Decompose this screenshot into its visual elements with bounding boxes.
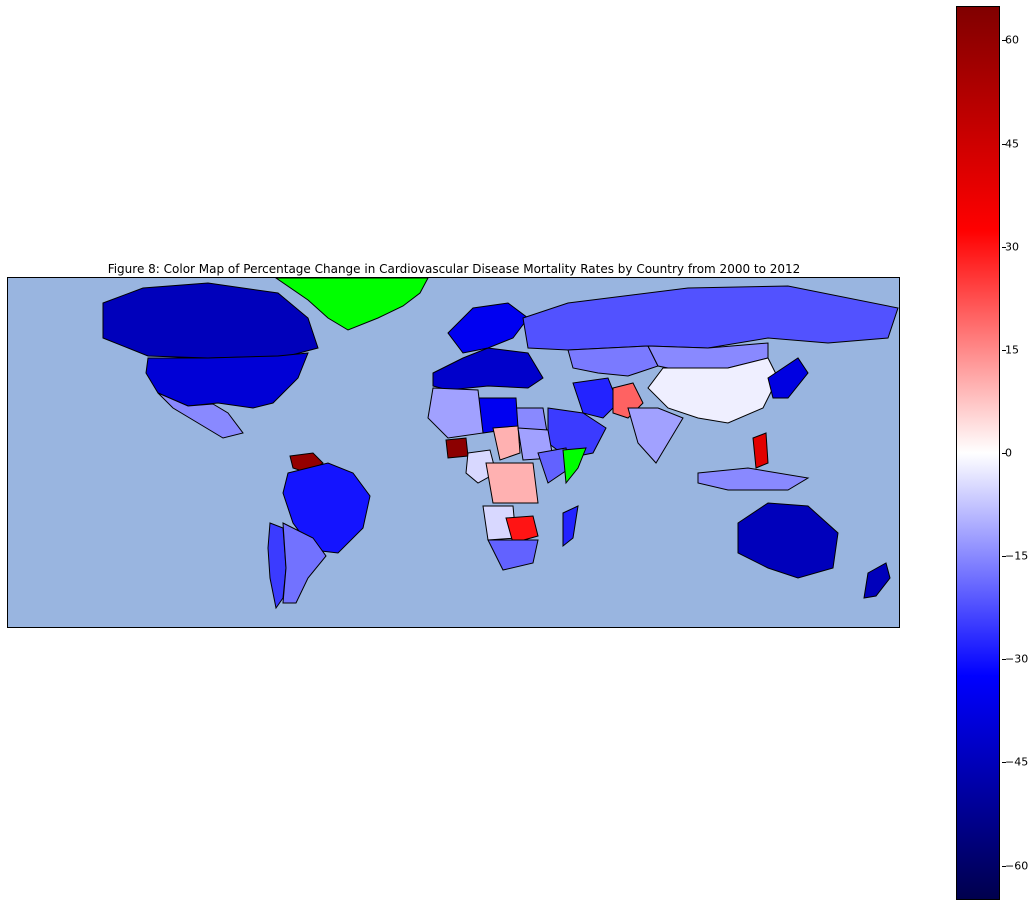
colorbar-tick-label: −30	[1005, 652, 1029, 666]
country-mexico	[157, 392, 244, 439]
colorbar-tick	[1002, 659, 1006, 661]
colorbar-tick-label: 15	[1005, 343, 1019, 357]
world-map	[7, 277, 900, 628]
colorbar-tick	[1002, 246, 1006, 248]
country-somalia	[562, 447, 587, 485]
colorbar-tick-label: 45	[1005, 137, 1019, 151]
country-chad	[492, 425, 521, 461]
country-united-states	[145, 352, 309, 409]
colorbar	[956, 6, 1000, 900]
country-australia	[737, 502, 839, 579]
colorbar-tick-label: −15	[1005, 549, 1029, 563]
country-zimbabwe	[505, 515, 539, 544]
colorbar-tick-label: 60	[1005, 33, 1019, 47]
country-south-africa	[487, 539, 539, 571]
country-scandinavia	[447, 302, 529, 354]
country-japan	[767, 357, 809, 399]
colorbar-tick	[1002, 40, 1006, 42]
colorbar-tick	[1002, 865, 1006, 867]
country-india	[627, 407, 684, 464]
country-brazil	[282, 462, 371, 554]
country-china	[647, 357, 779, 424]
colorbar-gradient	[957, 7, 999, 899]
country-canada	[102, 282, 319, 359]
colorbar-tick	[1002, 762, 1006, 764]
colorbar-tick-label: 0	[1005, 446, 1012, 460]
colorbar-tick-label: −45	[1005, 755, 1029, 769]
colorbar-tick	[1002, 143, 1006, 145]
country-greenland	[275, 278, 429, 331]
world-map-svg	[8, 278, 899, 627]
colorbar-tick-label: 30	[1005, 240, 1019, 254]
country-new-zealand	[863, 562, 891, 599]
country-argentina	[282, 522, 327, 604]
country-burkina-faso	[445, 437, 469, 459]
colorbar-tick	[1002, 349, 1006, 351]
country-kazakhstan	[567, 345, 659, 377]
colorbar-tick	[1002, 556, 1006, 558]
country-philippines	[752, 432, 769, 469]
country-indonesia	[697, 467, 810, 491]
colorbar-tick-label: −60	[1005, 859, 1029, 873]
country-madagascar	[562, 505, 579, 548]
country-dr-congo	[485, 462, 539, 504]
map-title: Figure 8: Color Map of Percentage Change…	[107, 262, 801, 276]
colorbar-tick	[1002, 453, 1006, 454]
country-iran	[572, 377, 619, 419]
country-algeria	[427, 387, 484, 439]
